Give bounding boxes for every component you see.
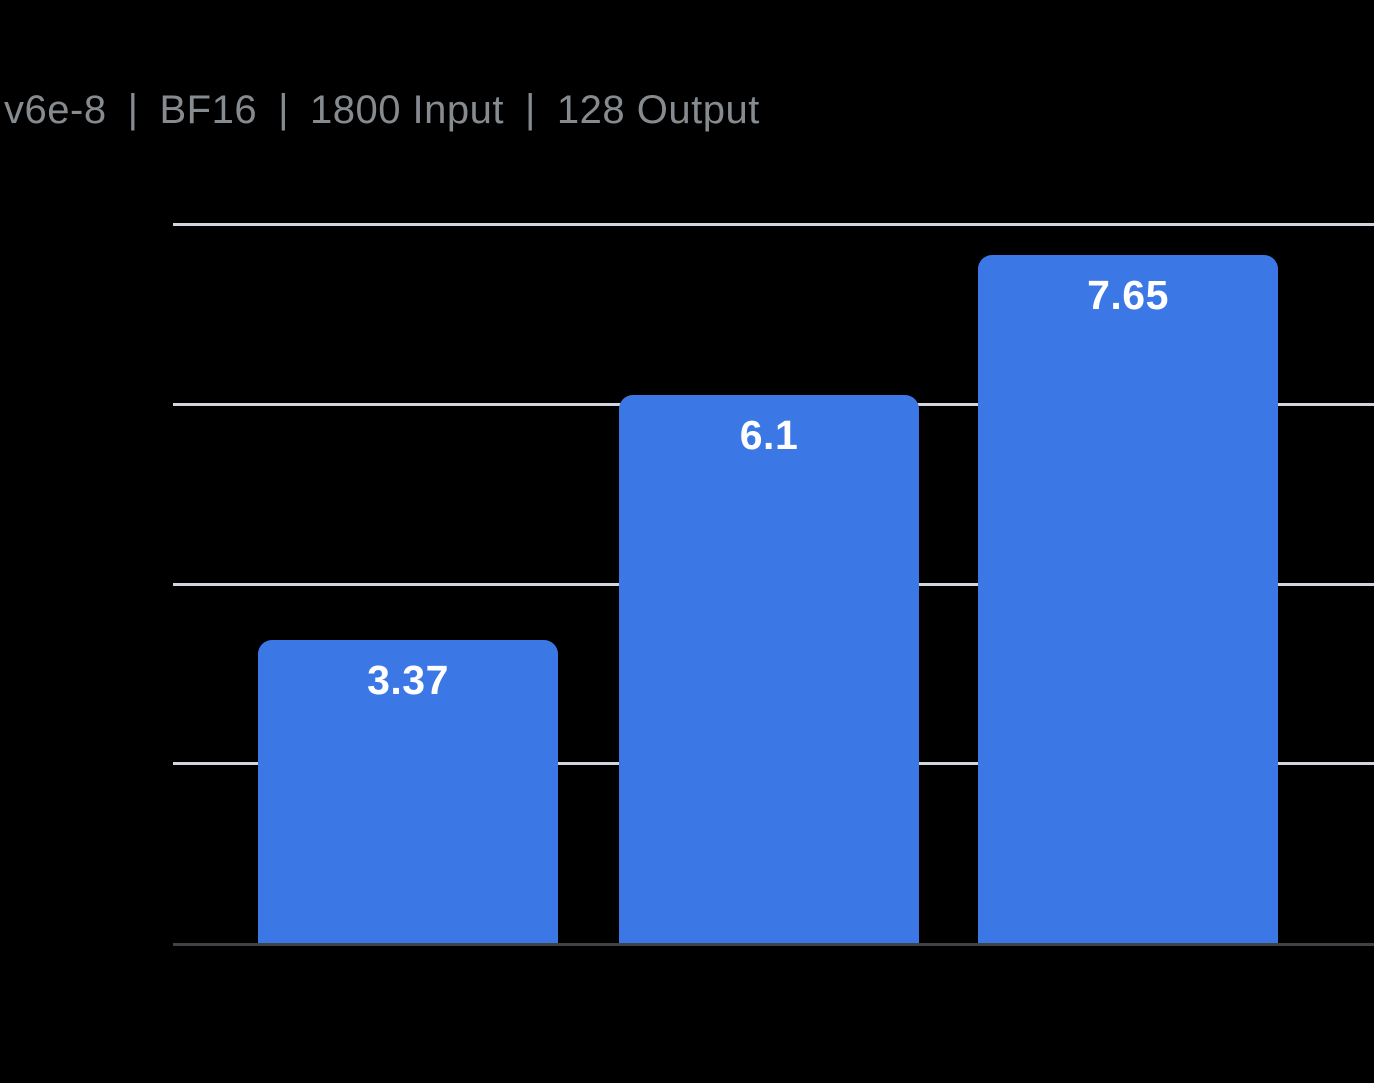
chart-title-segment-config: v6e-8 — [4, 88, 107, 132]
bar-3: 7.65 — [978, 255, 1278, 943]
title-separator: | — [127, 87, 139, 131]
chart-title-segment-precision: BF16 — [159, 88, 258, 132]
bar-2-value-label: 6.1 — [739, 411, 799, 458]
plot-area: 3.37 6.1 7.65 — [173, 223, 1374, 946]
title-separator: | — [525, 87, 536, 131]
chart-title: v6e-8 | BF16 | 1800 Input | 128 Output — [4, 86, 760, 134]
bar-1: 3.37 — [258, 640, 558, 943]
bar-2: 6.1 — [619, 394, 919, 943]
bar-3-value-label: 7.65 — [1087, 272, 1169, 319]
gridline-8 — [173, 223, 1374, 226]
title-separator: | — [278, 87, 289, 131]
chart-title-segment-output: 128 Output — [556, 88, 760, 132]
chart-title-segment-input: 1800 Input — [309, 88, 505, 132]
bar-1-value-label: 3.37 — [367, 657, 449, 704]
